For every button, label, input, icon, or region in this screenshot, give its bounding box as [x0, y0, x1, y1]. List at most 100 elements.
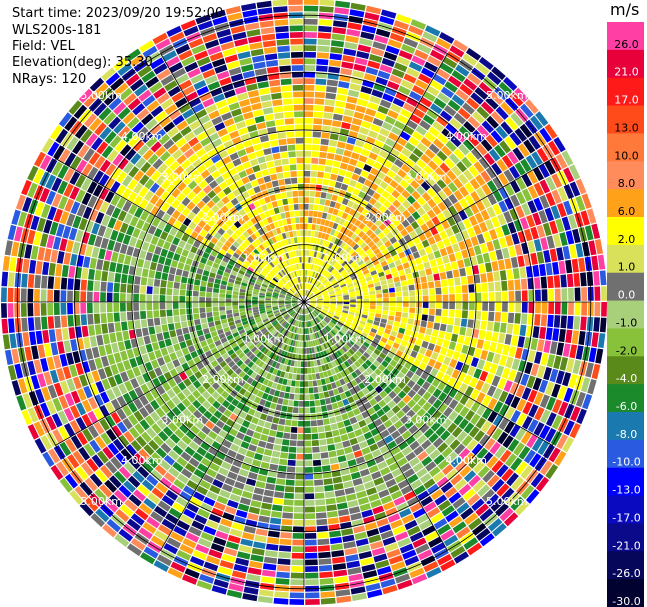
velocity-bin [395, 573, 411, 584]
velocity-bin [344, 323, 351, 328]
velocity-bin [448, 387, 458, 399]
velocity-bin [347, 230, 354, 238]
velocity-bin [499, 404, 510, 417]
velocity-bin [458, 383, 468, 394]
velocity-bin [444, 486, 458, 499]
velocity-bin [362, 308, 369, 312]
velocity-bin [196, 446, 207, 457]
velocity-bin [402, 334, 410, 342]
velocity-bin [263, 421, 272, 429]
velocity-bin [473, 224, 482, 235]
velocity-bin [464, 206, 474, 218]
velocity-bin [196, 131, 208, 142]
velocity-bin [360, 170, 370, 179]
velocity-bin [227, 499, 239, 509]
velocity-bin [563, 420, 575, 436]
velocity-bin [385, 478, 397, 488]
velocity-bin [85, 372, 95, 385]
velocity-bin [360, 355, 368, 362]
velocity-bin [333, 569, 348, 577]
velocity-bin [304, 394, 310, 401]
velocity-bin [381, 314, 388, 320]
velocity-bin [492, 190, 503, 203]
velocity-bin [362, 217, 370, 225]
velocity-bin [144, 361, 154, 372]
velocity-bin [290, 572, 304, 579]
velocity-bin [310, 360, 315, 367]
velocity-bin [317, 532, 329, 539]
velocity-bin [126, 518, 141, 532]
velocity-bin [322, 261, 327, 268]
velocity-bin [456, 502, 470, 515]
velocity-bin [400, 339, 408, 347]
velocity-bin [333, 336, 339, 343]
velocity-bin [190, 350, 199, 359]
velocity-bin [122, 392, 133, 404]
velocity-bin [371, 89, 384, 99]
velocity-bin [290, 426, 298, 434]
velocity-bin [390, 330, 398, 337]
velocity-bin [40, 358, 49, 372]
velocity-bin [260, 251, 267, 258]
velocity-bin [275, 362, 281, 369]
velocity-bin [144, 178, 155, 190]
velocity-bin [89, 439, 101, 453]
velocity-bin [415, 79, 429, 90]
velocity-bin [315, 251, 320, 258]
velocity-bin [314, 309, 320, 314]
velocity-bin [492, 176, 503, 189]
velocity-bin [117, 341, 126, 352]
velocity-bin [346, 255, 353, 263]
velocity-bin [270, 423, 278, 431]
velocity-bin [397, 537, 412, 548]
velocity-bin [149, 334, 158, 343]
velocity-bin [179, 289, 186, 296]
velocity-bin [459, 198, 469, 209]
velocity-bin [215, 451, 226, 461]
velocity-bin [332, 563, 347, 571]
velocity-bin [407, 379, 416, 389]
velocity-bin [369, 290, 376, 295]
velocity-bin [161, 495, 175, 507]
velocity-bin [68, 227, 78, 241]
velocity-bin [430, 368, 439, 377]
velocity-bin [153, 310, 160, 318]
velocity-bin [255, 318, 262, 324]
velocity-bin [291, 303, 298, 305]
velocity-bin [401, 430, 412, 440]
velocity-bin [232, 459, 243, 468]
velocity-bin [273, 310, 280, 314]
velocity-bin [527, 170, 539, 185]
velocity-bin [169, 531, 184, 543]
velocity-bin [298, 401, 304, 407]
velocity-bin [423, 261, 431, 269]
velocity-bin [333, 245, 340, 252]
velocity-bin [321, 125, 332, 133]
velocity-bin [454, 232, 464, 243]
velocity-bin [328, 389, 335, 397]
velocity-bin [141, 461, 154, 474]
velocity-bin [144, 233, 153, 243]
velocity-bin [157, 500, 171, 512]
velocity-bin [46, 356, 56, 371]
velocity-bin [474, 62, 490, 76]
velocity-bin [194, 318, 201, 326]
velocity-bin [241, 490, 253, 499]
velocity-bin [242, 405, 250, 413]
velocity-bin [329, 295, 336, 298]
velocity-bin [455, 88, 469, 102]
velocity-bin [569, 181, 581, 197]
velocity-bin [415, 418, 425, 429]
velocity-bin [448, 309, 455, 318]
velocity-bin [516, 413, 527, 427]
velocity-bin [427, 395, 437, 405]
velocity-bin [272, 368, 278, 376]
velocity-bin [160, 98, 174, 110]
velocity-bin [224, 267, 232, 274]
velocity-bin [433, 361, 442, 370]
velocity-bin [160, 179, 171, 190]
velocity-bin [554, 288, 561, 301]
velocity-bin [199, 229, 208, 238]
velocity-bin [278, 255, 283, 262]
velocity-bin [469, 203, 480, 215]
